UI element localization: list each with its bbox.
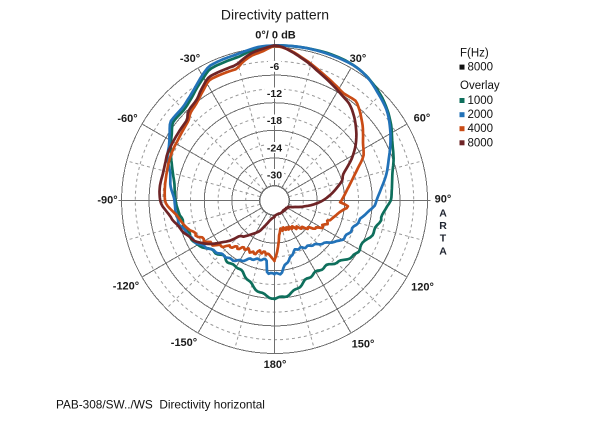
svg-text:-24: -24 — [267, 142, 282, 154]
svg-text:A: A — [439, 207, 447, 219]
svg-text:T: T — [440, 233, 447, 245]
svg-text:-120°: -120° — [113, 281, 139, 293]
svg-text:-6: -6 — [270, 61, 279, 73]
svg-text:-18: -18 — [267, 115, 282, 127]
svg-text:8000: 8000 — [468, 137, 494, 149]
svg-text:-90°: -90° — [97, 195, 117, 207]
svg-text:60°: 60° — [414, 113, 431, 125]
svg-text:8000: 8000 — [468, 62, 494, 74]
svg-text:A: A — [439, 245, 447, 257]
svg-text:Overlay: Overlay — [460, 80, 500, 92]
svg-text:120°: 120° — [411, 282, 434, 294]
svg-text:180°: 180° — [264, 359, 287, 371]
svg-text:F(Hz): F(Hz) — [460, 48, 489, 60]
svg-text:-60°: -60° — [117, 113, 137, 125]
svg-text:0°/ 0 dB: 0°/ 0 dB — [255, 30, 296, 42]
svg-text:2000: 2000 — [468, 109, 494, 121]
svg-text:PAB-308/SW../WS Directivity h: PAB-308/SW../WS Directivity horizontal — [56, 398, 265, 412]
svg-text:-12: -12 — [267, 88, 282, 100]
svg-text:30°: 30° — [350, 53, 367, 65]
svg-text:-150°: -150° — [171, 337, 197, 349]
svg-text:Directivity pattern: Directivity pattern — [221, 6, 329, 22]
svg-text:4000: 4000 — [468, 123, 494, 135]
svg-text:1000: 1000 — [468, 95, 494, 107]
svg-text:-30: -30 — [267, 169, 282, 181]
svg-text:R: R — [439, 220, 447, 232]
svg-text:90°: 90° — [435, 194, 452, 206]
svg-text:150°: 150° — [352, 338, 375, 350]
svg-text:-30°: -30° — [180, 53, 200, 65]
